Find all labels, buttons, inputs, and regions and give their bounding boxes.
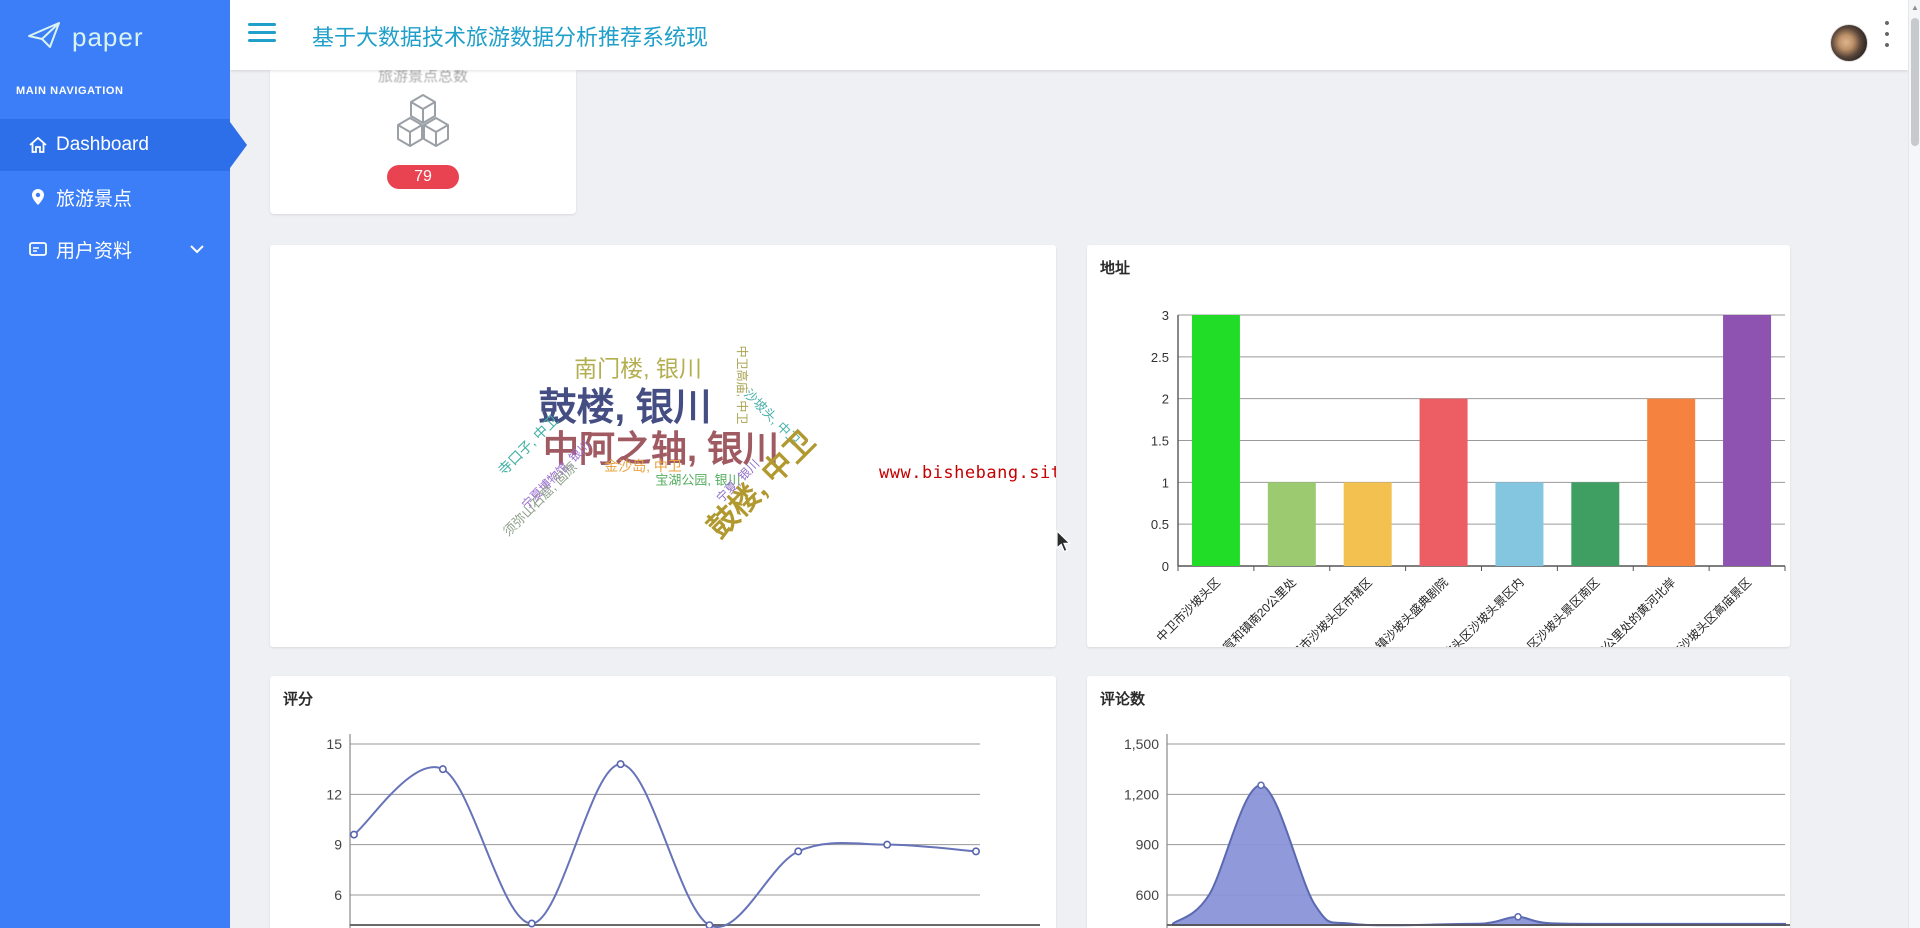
- svg-text:9: 9: [334, 837, 342, 853]
- svg-text:1: 1: [1162, 475, 1169, 490]
- page-title: 基于大数据技术旅游数据分析推荐系统现: [312, 25, 709, 50]
- svg-text:0: 0: [1162, 559, 1169, 574]
- wordcloud-word: 南门楼, 银川: [574, 355, 702, 382]
- address-bar-chart-card: 地址 0 0.5 1 1.5 2 2.5 3 中卫市沙坡头区 宣和镇南20公里处 卫市沙坡头区市辖…: [1087, 245, 1790, 647]
- sidebar-item-user-profile[interactable]: 用户资料: [0, 223, 230, 275]
- active-item-arrow: [230, 122, 247, 168]
- svg-text:600: 600: [1136, 887, 1160, 903]
- vertical-scrollbar: ▲: [1908, 0, 1920, 928]
- scroll-up-arrow[interactable]: ▲: [1911, 3, 1919, 12]
- wordcloud-word: 中卫高庙, 中卫: [735, 345, 749, 425]
- address-bar-chart: 0 0.5 1 1.5 2 2.5 3 中卫市沙坡头区宣和镇南20公里处卫市沙坡头区市辖区镇沙…: [1151, 308, 1786, 647]
- sidebar-item-label: Dashboard: [56, 134, 149, 155]
- sidebar-item-label: 用户资料: [56, 240, 133, 262]
- kebab-menu-icon[interactable]: • • •: [1884, 15, 1890, 54]
- wordcloud-word: 宝湖公园, 银川: [655, 472, 741, 488]
- svg-text:15: 15: [326, 736, 342, 752]
- chart-title: 评分: [283, 691, 314, 708]
- stat-card-attractions: 旅游景点总数: [270, 70, 576, 214]
- wordcloud-word: 金沙岛, 中卫: [604, 458, 682, 474]
- svg-text:6: 6: [334, 887, 342, 903]
- svg-text:2公里处的黄河北岸: 2公里处的黄河北岸: [1595, 575, 1678, 647]
- paper-plane-icon: [26, 20, 62, 55]
- svg-text:1,500: 1,500: [1124, 736, 1159, 752]
- scrollbar-thumb[interactable]: [1911, 18, 1919, 146]
- svg-text:2.5: 2.5: [1151, 350, 1169, 365]
- svg-text:市沙坡头区高庙景区: 市沙坡头区高庙景区: [1667, 575, 1754, 647]
- chart-title: 评论数: [1100, 691, 1146, 708]
- top-header: 基于大数据技术旅游数据分析推荐系统现 • • •: [230, 0, 1908, 70]
- logo[interactable]: paper: [0, 0, 230, 55]
- chart-title: 地址: [1100, 260, 1131, 277]
- svg-text:1.5: 1.5: [1151, 434, 1169, 449]
- svg-text:0.5: 0.5: [1151, 517, 1169, 532]
- rating-line-chart-card: 评分 6 9 12 15: [270, 676, 1056, 928]
- stat-card-label: 旅游景点总数: [377, 70, 468, 85]
- cubes-icon: [270, 92, 576, 157]
- wordcloud-word: 中阿之轴, 银川: [542, 428, 780, 469]
- home-icon: [28, 135, 48, 155]
- nav-section-label: MAIN NAVIGATION: [16, 85, 124, 97]
- svg-text:12: 12: [326, 786, 342, 802]
- sidebar-item-attractions[interactable]: 旅游景点: [0, 171, 230, 223]
- status-badge: 79: [387, 165, 459, 189]
- user-avatar[interactable]: [1830, 24, 1868, 62]
- sidebar-item-label: 旅游景点: [56, 188, 133, 210]
- svg-text:中卫市沙坡头区: 中卫市沙坡头区: [1153, 575, 1223, 645]
- wordcloud-card: www.bishebang.site 南门楼, 银川鼓楼, 银川 中阿之轴, 银川…: [270, 245, 1056, 647]
- sidebar-nav: Dashboard 旅游景点: [0, 119, 247, 275]
- map-pin-icon: [28, 187, 48, 207]
- svg-text:镇沙坡头盛典剧院: 镇沙坡头盛典剧院: [1372, 575, 1450, 647]
- svg-text:3: 3: [1162, 308, 1169, 323]
- sidebar: paper MAIN NAVIGATION Dashboard: [0, 0, 247, 928]
- mouse-cursor: [1055, 529, 1077, 559]
- svg-text:1,200: 1,200: [1124, 786, 1159, 802]
- svg-text:宣和镇南20公里处: 宣和镇南20公里处: [1219, 575, 1298, 647]
- comments-area-chart: 600 900 1,200 1,500: [1124, 734, 1790, 928]
- svg-text:坡头区沙坡头景区内: 坡头区沙坡头景区内: [1440, 575, 1526, 647]
- comments-area-chart-card: 评论数 600 900 1,200 1,500: [1087, 676, 1790, 928]
- svg-text:区沙坡头景区南区: 区沙坡头景区南区: [1524, 575, 1602, 647]
- watermark-text: www.bishebang.site: [879, 463, 1056, 483]
- chevron-down-icon: [190, 238, 204, 260]
- wordcloud-word: 鼓楼, 银川: [538, 387, 712, 429]
- logo-text: paper: [72, 22, 144, 52]
- sidebar-item-dashboard[interactable]: Dashboard: [0, 119, 247, 171]
- hamburger-menu-icon[interactable]: [248, 23, 278, 47]
- svg-text:2: 2: [1162, 392, 1169, 407]
- id-card-icon: [28, 239, 48, 259]
- rating-line-chart: 6 9 12 15: [326, 734, 1040, 928]
- svg-text:900: 900: [1136, 837, 1160, 853]
- svg-text:卫市沙坡头区市辖区: 卫市沙坡头区市辖区: [1288, 575, 1375, 647]
